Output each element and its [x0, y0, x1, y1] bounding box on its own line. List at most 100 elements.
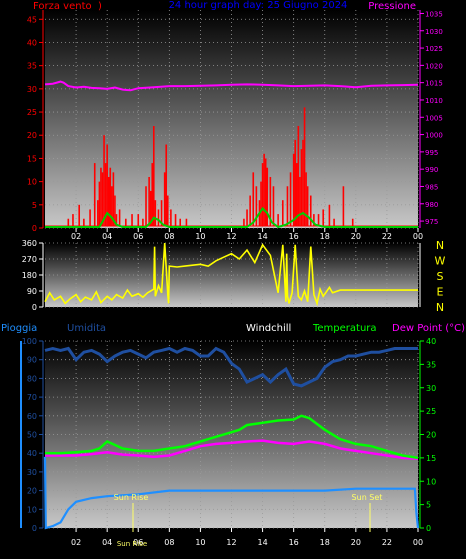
direction-line: [44, 242, 418, 307]
humidity-axis-label: 90: [27, 356, 37, 365]
pressure-axis-label: 975: [425, 218, 438, 226]
rain-line: [43, 456, 420, 530]
x-tick-label: 22: [382, 232, 392, 241]
pressure-axis-label: 990: [425, 166, 438, 174]
thermo-panel-marks: [43, 346, 420, 530]
temp-axis-label: 15: [426, 454, 436, 463]
humidity-axis-label: 50: [27, 431, 37, 440]
wind-axis-label: 10: [27, 178, 37, 187]
wind-axis-label: 30: [27, 85, 37, 94]
x-tick-label: 14: [257, 232, 267, 241]
pressure-axis-label: 1005: [425, 114, 443, 122]
header-pressure-label: Pressione: [368, 1, 416, 12]
x-tick-label: 14: [257, 538, 267, 547]
humidity-axis-label: 100: [22, 337, 37, 346]
x-tick-label: 18: [320, 538, 330, 547]
x-tick-label: 10: [195, 232, 205, 241]
humidity-axis-label: 60: [27, 412, 37, 421]
pressure-axis-label: 1000: [425, 132, 443, 140]
direction-axis-label: 270: [22, 255, 37, 264]
compass-letter: E: [437, 286, 444, 299]
x-tick-label: 06: [133, 232, 143, 241]
sunrise-tick-label: Sun Rise: [117, 540, 147, 548]
x-tick-label: 04: [102, 538, 112, 547]
pressure-axis-label: 1010: [425, 97, 443, 105]
wind-axis-label: 45: [27, 15, 37, 24]
humidity-axis-label: 80: [27, 374, 37, 383]
x-tick-label: 10: [195, 538, 205, 547]
wind-panel-marks: [44, 80, 419, 229]
legend-temperature: Temperatura: [312, 323, 377, 334]
x-tick-label: 04: [102, 232, 112, 241]
sunrise-label: Sun Rise: [114, 493, 149, 502]
pressure-axis-label: 1015: [425, 80, 443, 88]
compass-letter: N: [436, 239, 444, 252]
x-tick-label: 08: [164, 538, 174, 547]
compass-letter: S: [437, 270, 444, 283]
humidity-axis-label: 0: [32, 524, 37, 533]
x-tick-label: 06: [133, 538, 143, 547]
compass-letter: N: [436, 301, 444, 314]
pressure-line: [44, 80, 419, 92]
pressure-axis-label: 980: [425, 201, 438, 209]
sunset-label: Sun Set: [352, 493, 383, 502]
humidity-axis-label: 40: [27, 449, 37, 458]
x-tick-label: 20: [351, 538, 361, 547]
temp-axis-label: 25: [426, 407, 436, 416]
x-tick-label: 20: [351, 232, 361, 241]
x-tick-label: 02: [71, 538, 81, 547]
wind-axis-label: 35: [27, 62, 37, 71]
gust-line: [45, 206, 418, 229]
wind-axis-label: 25: [27, 108, 37, 117]
x-tick-label: 22: [382, 538, 392, 547]
legend-humidity: Umidita: [67, 323, 106, 334]
humidity-axis-label: 10: [27, 505, 37, 514]
direction-axis-label: 0: [32, 303, 37, 312]
dewpoint-line: [45, 439, 419, 461]
temp-axis-label: 30: [426, 384, 436, 393]
wind-axis-label: 0: [32, 224, 37, 233]
thermo-panel-axes: 0102030405060708090100051015202530354002…: [20, 337, 436, 547]
pressure-axis-label: 1020: [425, 62, 443, 70]
temp-axis-label: 10: [426, 477, 436, 486]
pressure-axis-label: 985: [425, 183, 438, 191]
legend-rain: Pioggia: [1, 323, 37, 334]
header-graph-title: 24 hour graph day: 25 Giugno 2024: [169, 0, 348, 11]
pressure-axis-label: 995: [425, 149, 438, 157]
legend-dewpoint: Dew Point (°C): [392, 323, 465, 334]
temp-axis-label: 20: [426, 431, 436, 440]
x-tick-label: 00: [413, 538, 423, 547]
wind-axis-label: 20: [27, 131, 37, 140]
compass-letter: W: [435, 255, 446, 268]
x-tick-label: 02: [71, 232, 81, 241]
temp-axis-label: 0: [426, 524, 431, 533]
humidity-axis-label: 70: [27, 393, 37, 402]
temp-axis-label: 5: [426, 501, 431, 510]
temp-axis-label: 40: [426, 337, 436, 346]
wind-axis-label: 40: [27, 38, 37, 47]
header-wind-paren: ): [98, 1, 102, 12]
humidity-axis-label: 20: [27, 487, 37, 496]
x-tick-label: 00: [413, 232, 423, 241]
x-tick-label: 18: [320, 232, 330, 241]
wind-panel-grid: [45, 10, 419, 229]
wind-axis-label: 5: [32, 201, 37, 210]
temperature-line: [45, 414, 419, 460]
temp-axis-label: 35: [426, 360, 436, 369]
direction-axis-label: 180: [22, 271, 37, 280]
direction-axis-label: 90: [27, 287, 37, 296]
wind-axis-label: 15: [27, 154, 37, 163]
wind-panel-axes: 0510152025303540459759809859909951000100…: [27, 10, 443, 241]
x-tick-label: 16: [289, 232, 299, 241]
direction-panel-marks: [44, 242, 418, 307]
x-tick-label: 08: [164, 232, 174, 241]
x-tick-label: 12: [226, 232, 236, 241]
direction-axis-label: 360: [22, 239, 37, 248]
humidity-line: [44, 346, 418, 388]
header-wind-label: Forza vento: [33, 1, 92, 12]
x-tick-label: 16: [289, 538, 299, 547]
direction-panel-axes: 0 90 180 270 360: [22, 239, 421, 312]
x-tick-label: 12: [226, 538, 236, 547]
